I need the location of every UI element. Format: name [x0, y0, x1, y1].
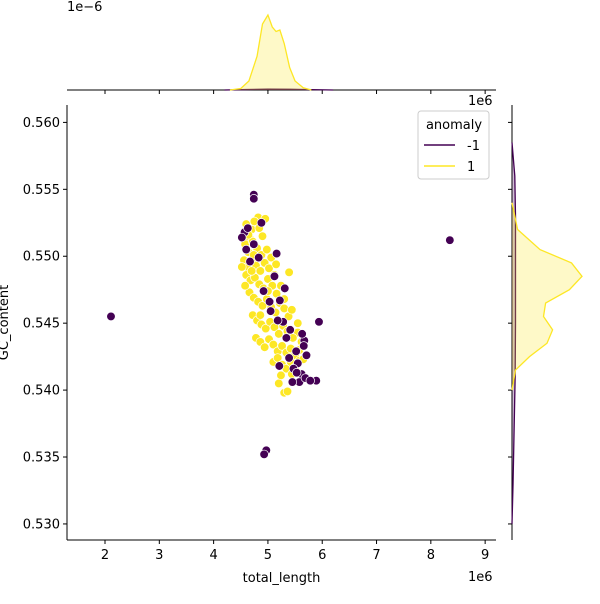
- y-axis-ticks: 0.530 0.535 0.540 0.545 0.550 0.555 0.560: [23, 116, 67, 532]
- scatter-point-anomaly-neg1: [106, 311, 116, 322]
- scatter-point-anomaly-neg1: [258, 286, 269, 296]
- scatter-point-anomaly-neg1: [274, 361, 284, 371]
- scatter-point-anomaly-neg1: [314, 317, 324, 327]
- scatter-point-anomaly-1: [293, 318, 303, 328]
- y-tick-label: 0.545: [23, 317, 60, 332]
- y-tick-label: 0.540: [23, 384, 60, 399]
- scatter-point-anomaly-neg1: [249, 239, 259, 249]
- x-tick-label: 3: [155, 548, 163, 563]
- right-kde-fill-anomaly-1: [512, 202, 582, 391]
- scatter-point-anomaly-1: [257, 231, 268, 241]
- scatter-point-anomaly-neg1: [301, 350, 312, 360]
- scatter-point-anomaly-neg1: [273, 315, 283, 326]
- top-kde-line-anomaly-1: [229, 13, 312, 91]
- scatter-point-anomaly-neg1: [265, 306, 276, 316]
- x-tick-label: 7: [372, 548, 380, 563]
- y-axis-label: GC_content: [0, 285, 12, 360]
- scatter-point-anomaly-neg1: [445, 235, 455, 245]
- scatter-point-anomaly-neg1: [237, 232, 247, 243]
- scatter-point-anomaly-1: [240, 281, 250, 291]
- scatter-point-anomaly-1: [260, 342, 270, 352]
- scatter-point-anomaly-neg1: [241, 244, 251, 255]
- scatter-point-anomaly-neg1: [284, 353, 294, 363]
- scatter-point-anomaly-1: [282, 386, 293, 397]
- scatter-point-anomaly-neg1: [243, 223, 253, 233]
- scatter-point-anomaly-1: [264, 263, 274, 273]
- scatter-point-anomaly-neg1: [297, 329, 307, 339]
- x-tick-label: 2: [101, 548, 109, 563]
- scatter-point-anomaly-1: [274, 329, 284, 339]
- y-tick-label: 0.535: [23, 451, 60, 466]
- scatter-point-anomaly-1: [279, 303, 289, 314]
- y-tick-label: 0.530: [23, 517, 60, 532]
- y-tick-label: 0.560: [23, 116, 60, 131]
- scatter-point-anomaly-neg1: [254, 252, 264, 263]
- scatter-point-anomaly-1: [287, 305, 297, 315]
- x-tick-label: 4: [209, 548, 217, 563]
- x-tick-label: 6: [318, 548, 326, 563]
- scatter-point-anomaly-1: [237, 262, 247, 272]
- x-tick-label: 8: [427, 548, 435, 563]
- y-axis-offset-text: 1e6: [468, 94, 493, 109]
- right-marginal-panel: [508, 105, 583, 540]
- scatter-point-anomaly-neg1: [245, 256, 255, 267]
- top-marginal-panel: [67, 13, 496, 94]
- scatter-point-anomaly-neg1: [292, 368, 302, 378]
- scatter-point-anomaly-1: [246, 266, 257, 276]
- right-kde-fill-anomaly-neg1: [512, 142, 516, 524]
- scatter-point-anomaly-neg1: [305, 376, 315, 386]
- scatter-point-anomaly-neg1: [259, 449, 269, 459]
- top-kde-fill-anomaly-1: [229, 15, 312, 90]
- right-kde-line-anomaly-1: [511, 202, 583, 391]
- y-tick-label: 0.555: [23, 183, 60, 198]
- x-tick-label: 5: [264, 548, 272, 563]
- x-axis-offset-text: 1e6: [468, 570, 493, 585]
- scatter-point-anomaly-neg1: [271, 248, 282, 259]
- scatter-point-anomaly-neg1: [264, 297, 275, 307]
- legend-label-anomaly-1: 1: [467, 160, 475, 175]
- scatter-point-anomaly-1: [271, 259, 281, 269]
- x-axis-ticks: 2 3 4 5 6 7 8 9: [101, 540, 489, 563]
- scatter-point-anomaly-neg1: [249, 194, 259, 204]
- scatter-point-anomaly-1: [262, 244, 272, 255]
- scatter-point-anomaly-neg1: [269, 271, 280, 281]
- y-tick-label: 0.550: [23, 250, 60, 265]
- x-tick-label: 9: [481, 548, 489, 563]
- scatter-point-anomaly-neg1: [281, 333, 292, 343]
- scatter-points: [106, 190, 455, 459]
- scatter-point-anomaly-1: [277, 341, 287, 351]
- scatter-point-anomaly-neg1: [291, 346, 301, 356]
- scatter-point-anomaly-neg1: [275, 295, 285, 306]
- legend-title: anomaly: [426, 118, 482, 133]
- scatter-point-anomaly-neg1: [285, 325, 295, 335]
- top-marginal-offset-text: 1e−6: [67, 0, 102, 15]
- scatter-point-anomaly-1: [284, 267, 294, 277]
- scatter-point-anomaly-neg1: [280, 283, 290, 294]
- scatter-point-anomaly-1: [274, 378, 284, 389]
- scatter-point-anomaly-neg1: [256, 218, 267, 228]
- x-axis-label: total_length: [243, 571, 321, 586]
- scatter-point-anomaly-neg1: [287, 377, 298, 387]
- scatter-point-anomaly-neg1: [299, 341, 309, 351]
- legend: anomaly -1 1: [417, 110, 490, 180]
- right-kde-line-anomaly-neg1: [511, 142, 517, 524]
- top-kde-line-anomaly-neg1: [224, 88, 334, 91]
- scatter-point-anomaly-1: [255, 310, 265, 320]
- legend-label-anomaly-neg1: -1: [467, 139, 480, 154]
- scatter-point-anomaly-1: [276, 370, 286, 381]
